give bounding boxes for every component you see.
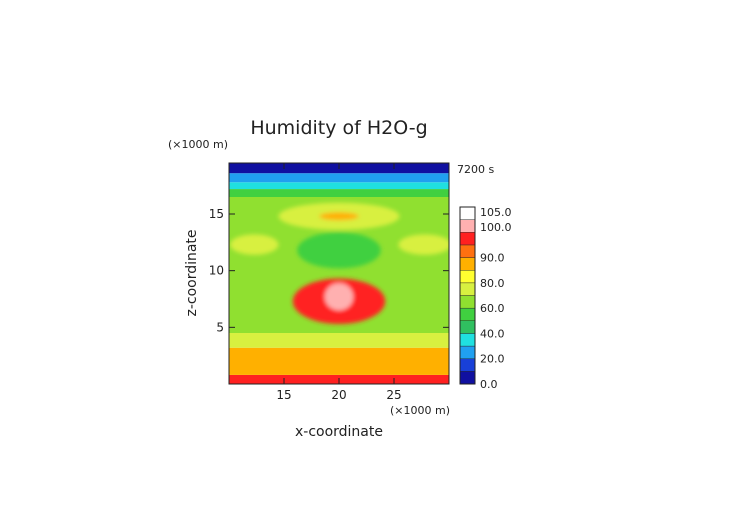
colorbar-frame bbox=[459, 206, 476, 385]
feature-cloud-core bbox=[324, 283, 354, 311]
humidity-layer-1 bbox=[229, 347, 449, 375]
colorbar-tick-label: 60.0 bbox=[480, 302, 505, 315]
x-tick-label: 20 bbox=[331, 388, 346, 402]
y-tick-label: 15 bbox=[209, 207, 224, 221]
colorbar-tick-label: 20.0 bbox=[480, 353, 505, 366]
colorbar-tick-label: 80.0 bbox=[480, 277, 505, 290]
y-axis-ticks: 5 10 15 bbox=[209, 207, 449, 334]
humidity-layer-5 bbox=[229, 182, 449, 190]
chart-title: Humidity of H2O-g bbox=[250, 117, 427, 139]
colorbar: 0.0 20.0 40.0 60.0 80.0 90.0 100.0 105.0 bbox=[459, 206, 512, 391]
feature-left-moist-patch bbox=[230, 234, 279, 255]
heatmap-layers bbox=[229, 163, 449, 384]
humidity-layer-2 bbox=[229, 333, 449, 348]
colorbar-swatch bbox=[459, 333, 476, 347]
y-tick-label: 10 bbox=[209, 264, 224, 278]
colorbar-swatch bbox=[459, 244, 476, 258]
x-axis-ticks: 15 20 25 bbox=[276, 163, 402, 402]
y-axis-label: z-coordinate bbox=[184, 229, 200, 316]
feature-central-dry-pocket bbox=[297, 232, 381, 269]
colorbar-tick-label: 0.0 bbox=[480, 378, 498, 391]
colorbar-swatch bbox=[459, 206, 476, 220]
x-unit-label: (×1000 m) bbox=[390, 404, 450, 417]
humidity-layer-6 bbox=[229, 173, 449, 183]
colorbar-swatch bbox=[459, 219, 476, 233]
colorbar-swatch bbox=[459, 270, 476, 284]
feature-right-moist-patch bbox=[398, 234, 449, 255]
feature-upper-moist-core bbox=[319, 212, 359, 221]
colorbar-swatch bbox=[459, 345, 476, 359]
colorbar-swatch bbox=[459, 358, 476, 372]
colorbar-tick-label: 100.0 bbox=[480, 221, 512, 234]
colorbar-swatch bbox=[459, 320, 476, 334]
colorbar-tick-label: 40.0 bbox=[480, 327, 505, 340]
time-label: 7200 s bbox=[457, 163, 494, 176]
x-axis-label: x-coordinate bbox=[295, 424, 383, 440]
colorbar-swatch bbox=[459, 232, 476, 246]
heatmap-features bbox=[230, 202, 449, 324]
y-tick-label: 5 bbox=[216, 320, 224, 334]
colorbar-swatch bbox=[459, 282, 476, 296]
colorbar-swatch bbox=[459, 257, 476, 271]
colorbar-swatch bbox=[459, 295, 476, 309]
x-tick-label: 15 bbox=[276, 388, 291, 402]
colorbar-tick-label: 90.0 bbox=[480, 252, 505, 265]
x-tick-label: 25 bbox=[386, 388, 401, 402]
colorbar-tick-label: 105.0 bbox=[480, 206, 512, 219]
humidity-layer-4 bbox=[229, 189, 449, 197]
colorbar-swatch bbox=[459, 307, 476, 321]
y-unit-label: (×1000 m) bbox=[168, 138, 228, 151]
heatmap-plot-area bbox=[229, 163, 449, 384]
colorbar-swatch bbox=[459, 371, 476, 385]
